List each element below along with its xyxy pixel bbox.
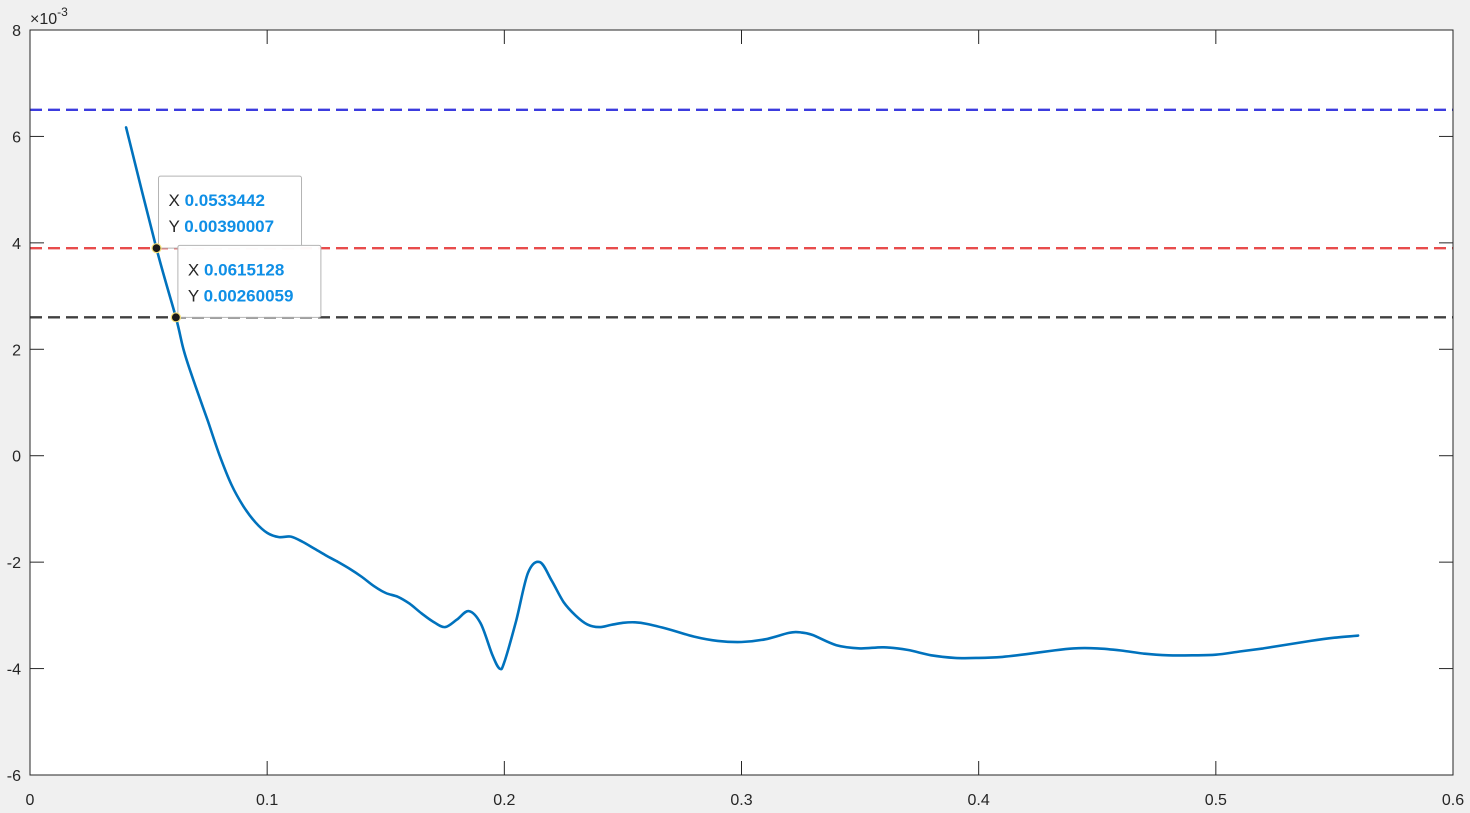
datatip-box (177, 244, 322, 318)
datatip-y-row: Y 0.00390007 (169, 217, 275, 236)
y-tick-label-6: 6 (12, 129, 21, 146)
x-tick-label-6: 0.6 (1442, 792, 1464, 809)
y-tick-labels: -6 -4 -2 0 2 4 6 8 (7, 23, 21, 785)
x-tick-label-5: 0.5 (1205, 792, 1227, 809)
datatip-x-row: X 0.0533442 (169, 191, 265, 210)
datatip-x-label: X (188, 260, 204, 279)
datatip-y-label: Y (188, 286, 204, 305)
x-tick-label-1: 0.1 (256, 792, 278, 809)
y-tick-label-4: 2 (12, 342, 21, 359)
datatip-y-row: Y 0.00260059 (188, 286, 294, 305)
datatip-marker-1[interactable] (170, 312, 181, 323)
x-tick-label-3: 0.3 (730, 792, 752, 809)
axes-background (30, 30, 1453, 775)
y-tick-label-7: 8 (12, 23, 21, 40)
x-tick-label-2: 0.2 (493, 792, 515, 809)
y-exponent-label: ×10-3 (30, 5, 68, 28)
datatip-x-label: X (169, 191, 185, 210)
y-exponent-base: ×10 (30, 11, 57, 28)
datatip-y-value: 0.00260059 (204, 286, 294, 305)
datatip-x-row: X 0.0615128 (188, 260, 284, 279)
datatip-box (158, 175, 303, 249)
x-tick-label-4: 0.4 (968, 792, 990, 809)
series-line-0 (124, 126, 1360, 671)
x-tick-label-0: 0 (26, 792, 35, 809)
datatip-marker-0[interactable] (151, 243, 162, 254)
y-tick-label-0: -6 (7, 768, 21, 785)
datatip-x-value: 0.0533442 (185, 191, 265, 210)
series-layer (124, 126, 1360, 671)
datatip-y-label: Y (169, 217, 185, 236)
y-tick-label-3: 0 (12, 449, 21, 466)
datatip-x-value: 0.0615128 (204, 260, 284, 279)
y-tick-label-5: 4 (12, 236, 21, 253)
y-exponent-power: -3 (57, 5, 68, 19)
x-tick-labels: 0 0.1 0.2 0.3 0.4 0.5 0.6 (26, 792, 1465, 809)
ticks-layer (29, 29, 1454, 776)
y-tick-label-2: -2 (7, 555, 21, 572)
datatip-y-value: 0.00390007 (184, 217, 274, 236)
y-tick-label-1: -4 (7, 662, 21, 679)
